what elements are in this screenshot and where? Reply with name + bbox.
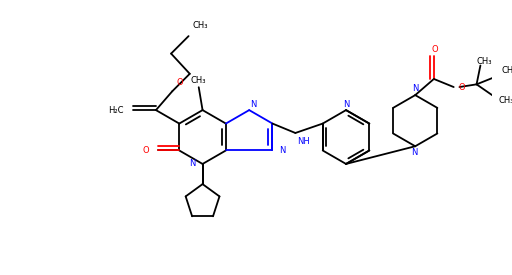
Text: CH₃: CH₃: [191, 76, 206, 85]
Text: O: O: [176, 78, 183, 87]
Text: N: N: [412, 84, 418, 94]
Text: NH: NH: [297, 137, 310, 146]
Text: N: N: [279, 146, 286, 155]
Text: CH₃: CH₃: [501, 66, 512, 75]
Text: O: O: [432, 45, 438, 54]
Text: H₂C: H₂C: [108, 106, 123, 115]
Text: CH₃: CH₃: [498, 96, 512, 105]
Text: CH₃: CH₃: [477, 57, 492, 66]
Text: N: N: [343, 100, 349, 109]
Text: N: N: [250, 100, 256, 109]
Text: N: N: [189, 160, 196, 168]
Text: O: O: [142, 146, 149, 155]
Text: N: N: [411, 148, 417, 158]
Text: O: O: [458, 82, 465, 92]
Text: CH₃: CH₃: [193, 21, 208, 30]
